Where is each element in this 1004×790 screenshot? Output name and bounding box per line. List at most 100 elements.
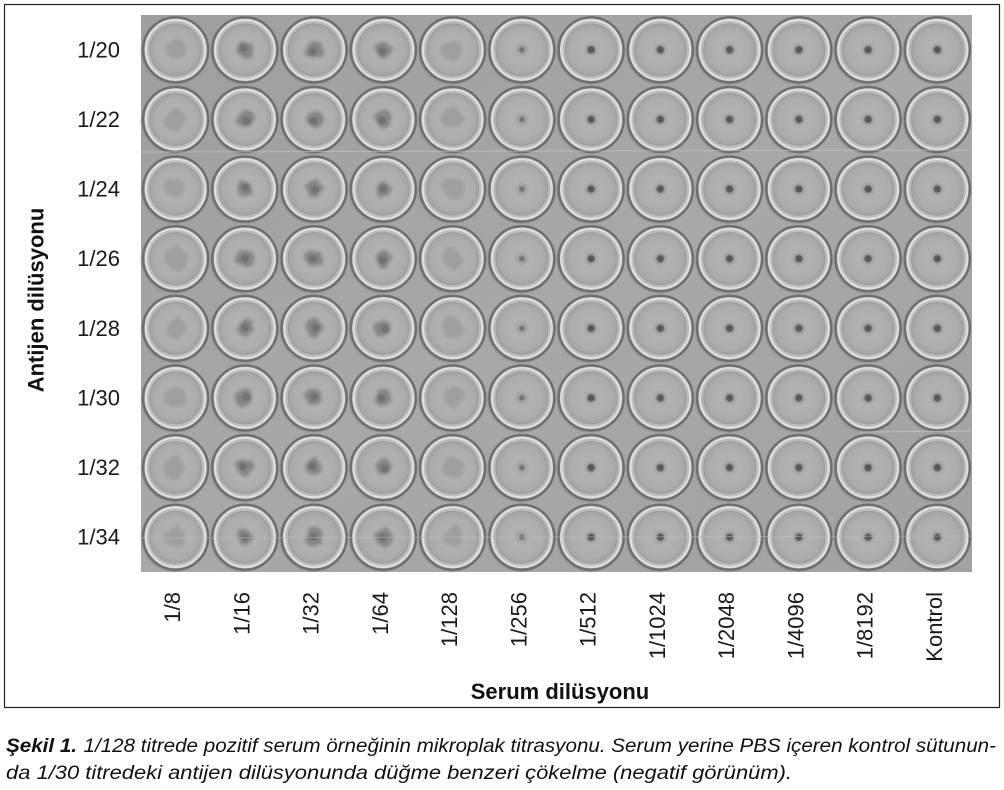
- well-rim-highlight: [421, 436, 484, 499]
- sediment-button: [725, 254, 734, 263]
- well-rim-highlight: [906, 297, 969, 360]
- column-label: 1/2048: [714, 592, 739, 659]
- mat-center: [377, 116, 386, 125]
- well: [417, 85, 487, 155]
- well: [348, 503, 418, 573]
- column-axis-label: Serum dilüsyonu: [471, 679, 649, 704]
- well: [417, 364, 487, 433]
- well: [694, 16, 764, 85]
- well: [556, 433, 625, 503]
- well-rim-highlight: [283, 436, 346, 499]
- mat-center: [311, 323, 320, 332]
- agglutination-mat: [164, 245, 190, 272]
- sediment-button: [656, 394, 665, 402]
- well: [209, 155, 279, 225]
- well-rim-highlight: [560, 297, 623, 360]
- sediment-button: [725, 46, 734, 54]
- mat-center: [308, 47, 317, 56]
- well-rim-highlight: [906, 367, 969, 429]
- well: [140, 433, 210, 503]
- scan-line: [140, 535, 973, 539]
- well: [348, 16, 418, 85]
- well-rim-highlight: [906, 88, 969, 151]
- sediment-button: [725, 394, 734, 402]
- well: [279, 503, 348, 573]
- row-label: 1/32: [77, 455, 120, 480]
- sediment-button: [864, 254, 872, 263]
- sediment-button: [656, 115, 665, 124]
- well-rim-highlight: [144, 88, 207, 151]
- well: [625, 364, 695, 433]
- sediment-button: [518, 255, 525, 262]
- mat-center: [241, 323, 250, 332]
- agglutination-mat: [163, 525, 187, 548]
- well: [209, 433, 279, 503]
- sediment-button: [518, 464, 525, 471]
- well-rim-highlight: [560, 158, 623, 220]
- sediment-button: [795, 115, 803, 124]
- column-label: 1/64: [368, 592, 393, 635]
- well-rim-highlight: [490, 88, 553, 151]
- well-rim-highlight: [767, 297, 830, 360]
- well: [348, 433, 418, 503]
- sediment-button: [795, 324, 803, 333]
- well: [902, 364, 972, 433]
- mat-center: [242, 116, 251, 125]
- well-rim-highlight: [560, 88, 623, 151]
- well: [556, 224, 625, 294]
- column-label: 1/32: [299, 592, 324, 635]
- well-rim-highlight: [144, 18, 207, 81]
- well: [763, 433, 833, 503]
- well-rim-highlight: [283, 88, 346, 151]
- mat-center: [308, 462, 317, 471]
- agglutination-mat: [162, 108, 189, 132]
- well-rim-highlight: [144, 436, 207, 499]
- sediment-button: [933, 115, 942, 124]
- microplate-photo: [140, 15, 973, 573]
- well: [348, 224, 418, 294]
- sediment-button: [864, 394, 872, 402]
- agglutination-mat: [440, 457, 466, 479]
- well: [763, 16, 833, 85]
- well-rim-highlight: [767, 88, 830, 151]
- well-rim-highlight: [144, 506, 207, 569]
- sediment-button: [725, 463, 734, 472]
- well: [833, 16, 902, 85]
- well: [625, 433, 695, 503]
- well-rim-highlight: [352, 297, 415, 360]
- well-rim-highlight: [283, 297, 346, 360]
- agglutination-mat: [442, 247, 465, 272]
- well: [486, 433, 556, 503]
- well: [625, 155, 695, 225]
- sediment-button: [587, 254, 595, 263]
- well-rim-highlight: [144, 297, 207, 360]
- well: [417, 155, 487, 225]
- well-rim-highlight: [837, 88, 900, 151]
- row-label: 1/28: [77, 316, 120, 341]
- well-rim-highlight: [283, 158, 346, 220]
- well: [625, 85, 695, 155]
- well: [763, 155, 833, 225]
- row-label: 1/24: [77, 177, 120, 202]
- well-rim-highlight: [698, 227, 761, 290]
- well: [763, 364, 833, 433]
- well: [486, 85, 556, 155]
- column-label: 1/8192: [853, 592, 878, 659]
- mat-center: [238, 462, 247, 471]
- well-rim-highlight: [629, 436, 692, 499]
- well: [348, 294, 418, 364]
- well: [417, 16, 487, 85]
- well-rim-highlight: [698, 88, 761, 151]
- well-rim-highlight: [629, 88, 692, 151]
- column-label: 1/16: [229, 592, 254, 635]
- mat-center: [377, 393, 386, 402]
- well: [694, 433, 764, 503]
- mat-center: [239, 44, 248, 53]
- well-rim-highlight: [352, 18, 415, 81]
- well-rim-highlight: [837, 367, 900, 429]
- well: [833, 433, 902, 503]
- well-rim-highlight: [144, 367, 207, 429]
- sediment-button: [587, 46, 595, 54]
- sediment-button: [725, 185, 734, 193]
- well-rim-highlight: [629, 18, 692, 81]
